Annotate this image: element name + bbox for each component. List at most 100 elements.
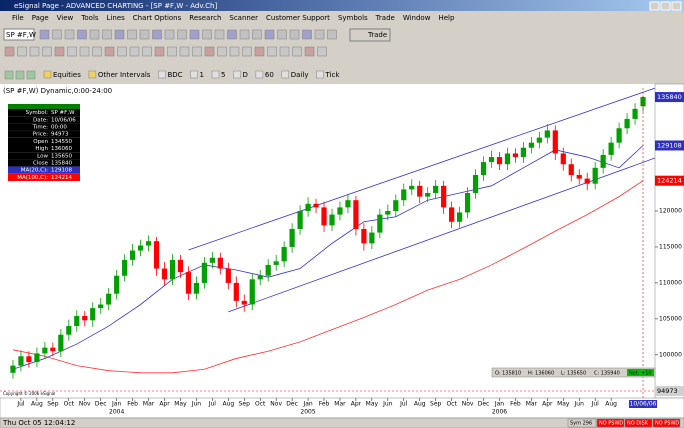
tool-icon[interactable]	[202, 29, 212, 40]
tool-icon[interactable]	[167, 46, 177, 57]
candle-body	[217, 257, 223, 269]
interval-button[interactable]: 1	[200, 71, 204, 79]
interval-button[interactable]: Tick	[325, 71, 341, 79]
tool-icon[interactable]	[289, 29, 300, 40]
tool-icon[interactable]	[252, 29, 262, 40]
menu-item[interactable]: Scanner	[229, 14, 258, 22]
tool-icon[interactable]	[279, 46, 290, 57]
tool-icon[interactable]	[239, 29, 250, 40]
menu-item[interactable]: Tools	[80, 14, 99, 22]
tool-icon[interactable]	[264, 29, 275, 40]
tool-icon[interactable]	[177, 29, 187, 40]
tool-icon[interactable]	[189, 29, 200, 40]
tool-icon[interactable]	[104, 46, 115, 57]
tool-icon[interactable]	[217, 46, 227, 57]
tool-icon[interactable]	[164, 29, 175, 40]
interval-button[interactable]: Other Intervals	[98, 71, 151, 79]
tool-icon[interactable]	[29, 46, 40, 57]
tool-icon[interactable]	[88, 70, 97, 79]
tool-icon[interactable]	[152, 29, 162, 40]
menu-item[interactable]: Lines	[107, 14, 126, 22]
menu-item[interactable]: Page	[32, 14, 49, 22]
tool-icon[interactable]	[139, 29, 150, 40]
candle-body	[225, 268, 231, 283]
tool-icon[interactable]	[227, 29, 237, 40]
tool-icon[interactable]	[77, 29, 87, 40]
tool-icon[interactable]	[67, 46, 77, 57]
interval-button[interactable]: 60	[265, 71, 274, 79]
tool-icon[interactable]	[316, 70, 324, 79]
tool-icon[interactable]	[54, 46, 65, 57]
menu-item[interactable]: Window	[403, 14, 431, 22]
cursor-price-label-box	[655, 386, 684, 397]
max-button[interactable]	[660, 1, 671, 11]
tool-icon[interactable]	[267, 46, 277, 57]
tool-icon[interactable]	[79, 46, 90, 57]
tool-icon[interactable]	[92, 46, 102, 57]
tool-icon[interactable]	[255, 70, 264, 79]
tool-icon[interactable]	[39, 29, 50, 40]
tool-icon[interactable]	[129, 46, 140, 57]
net-label: Net: +10	[629, 371, 652, 377]
tool-icon[interactable]	[292, 46, 302, 57]
tool-icon[interactable]	[179, 46, 190, 57]
trade-button[interactable]	[349, 28, 391, 42]
tool-icon[interactable]	[89, 29, 100, 40]
interval-button[interactable]: Equities	[53, 71, 81, 79]
tool-icon[interactable]	[17, 46, 27, 57]
menu-item[interactable]: Trade	[375, 14, 395, 22]
candle-body	[488, 157, 495, 163]
close-button[interactable]	[671, 1, 682, 11]
candle-body	[98, 304, 104, 309]
menu-item[interactable]: Customer Support	[266, 14, 330, 22]
interval-button[interactable]: D	[242, 71, 247, 79]
tool-icon[interactable]	[277, 29, 287, 40]
interval-button[interactable]: BDC	[167, 71, 182, 79]
menu-item[interactable]: Research	[189, 14, 221, 22]
tool-icon[interactable]	[204, 46, 215, 57]
tool-icon[interactable]	[327, 29, 337, 40]
tool-icon[interactable]	[154, 46, 165, 57]
menu-item[interactable]: Chart Options	[133, 14, 182, 22]
tool-icon[interactable]	[42, 46, 52, 57]
tool-icon[interactable]	[117, 46, 127, 57]
interval-button[interactable]: Daily	[291, 71, 309, 79]
tool-icon[interactable]	[26, 70, 36, 80]
tool-icon[interactable]	[114, 29, 125, 40]
menu-item[interactable]: File	[12, 14, 24, 22]
info-row	[8, 130, 80, 138]
candle-body	[153, 241, 160, 269]
tool-icon[interactable]	[281, 70, 290, 79]
tool-icon[interactable]	[192, 46, 202, 57]
tool-icon[interactable]	[302, 29, 312, 40]
menu-item[interactable]: Symbols	[338, 14, 368, 22]
menu-item[interactable]: View	[57, 14, 74, 22]
interval-button[interactable]: 5	[221, 71, 225, 79]
tool-icon[interactable]	[314, 29, 325, 40]
tool-icon[interactable]	[158, 70, 166, 79]
last-date-label: 10/06/06	[630, 401, 657, 408]
tool-icon[interactable]	[317, 46, 327, 57]
tool-icon[interactable]	[142, 46, 152, 57]
candle-body	[393, 200, 399, 211]
tool-icon[interactable]	[4, 46, 15, 57]
tool-icon[interactable]	[127, 29, 137, 40]
symbol-box[interactable]	[3, 28, 35, 41]
tool-icon[interactable]	[190, 70, 198, 79]
tool-icon[interactable]	[52, 29, 62, 40]
tool-icon[interactable]	[43, 70, 52, 79]
tool-icon[interactable]	[229, 46, 240, 57]
tool-icon[interactable]	[4, 70, 14, 80]
tool-icon[interactable]	[211, 70, 220, 79]
min-button[interactable]	[649, 1, 660, 11]
tool-icon[interactable]	[102, 29, 112, 40]
tool-icon[interactable]	[15, 70, 25, 80]
tool-icon[interactable]	[304, 46, 315, 57]
tool-icon[interactable]	[242, 46, 252, 57]
menu-item[interactable]: Help	[438, 14, 455, 22]
tool-icon[interactable]	[64, 29, 75, 40]
tool-icon[interactable]	[214, 29, 225, 40]
tool-icon[interactable]	[254, 46, 265, 57]
tool-icon[interactable]	[233, 70, 241, 79]
